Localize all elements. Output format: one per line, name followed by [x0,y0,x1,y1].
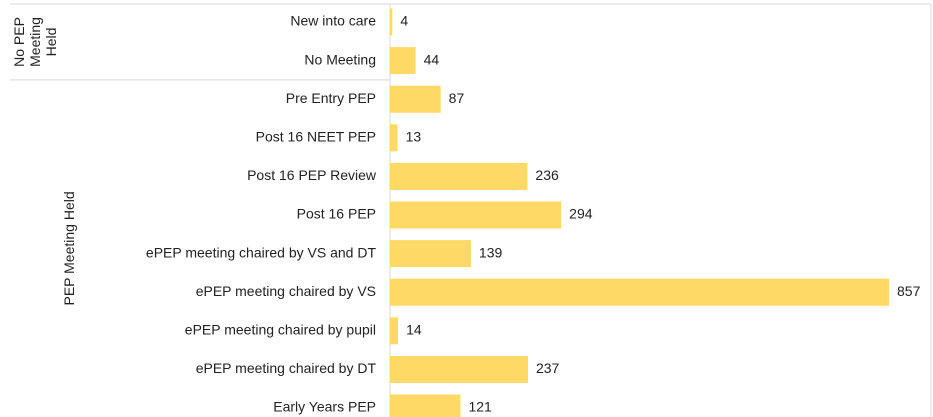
bar [390,8,393,36]
data-label: 294 [569,206,593,222]
bar [390,162,528,190]
data-label: 139 [479,244,503,260]
category-label: ePEP meeting chaired by DT [196,360,377,376]
category-label: Post 16 PEP Review [247,167,377,183]
data-label: 857 [897,283,921,299]
bar [390,355,528,383]
category-label: Pre Entry PEP [286,90,376,106]
category-label: ePEP meeting chaired by VS and DT [146,244,377,260]
bar [390,85,441,113]
data-label: 236 [535,167,559,183]
data-label: 87 [449,90,465,106]
category-label: ePEP meeting chaired by pupil [185,322,376,338]
bar [390,47,416,75]
category-label: Early Years PEP [273,399,376,415]
category-label: No Meeting [304,51,376,67]
data-label: 237 [536,360,560,376]
category-label: Post 16 PEP [297,206,376,222]
group-label: No PEPMeetingHeld [11,17,59,67]
bar [390,317,399,345]
bar [390,124,398,152]
bar [390,240,471,268]
group-label: PEP Meeting Held [61,191,77,305]
category-label: New into care [290,13,376,29]
data-label: 13 [406,129,422,145]
bar [390,201,562,229]
data-label: 14 [406,322,422,338]
data-label: 44 [424,51,440,67]
category-label: Post 16 NEET PEP [256,129,376,145]
bar [390,394,461,417]
data-label: 4 [400,13,408,29]
bar [390,278,889,306]
data-label: 121 [468,399,492,415]
category-label: ePEP meeting chaired by VS [196,283,376,299]
